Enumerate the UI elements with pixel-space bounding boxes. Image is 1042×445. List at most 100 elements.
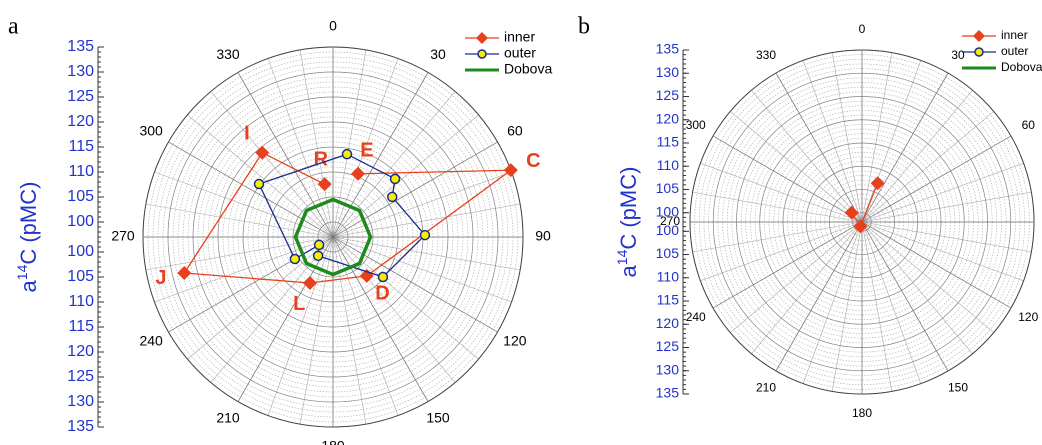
angle-grid-line [168,141,334,238]
angle-grid-line [775,72,863,223]
minor-grid-line [210,236,334,383]
point [312,250,324,262]
point [313,239,325,251]
radial-tick-label: 135 [656,41,680,57]
angle-grid-line [332,72,429,238]
minor-grid-line [332,236,399,416]
point-label: J [155,267,166,289]
point [844,205,859,220]
angle-grid-line [332,236,498,333]
minor-grid-line [145,203,334,238]
legend-label: Dobova [504,61,552,77]
radial-tick-label: 120 [656,110,680,126]
radial-tick-label: 125 [67,368,94,385]
radial-tick-label: 100 [67,213,94,230]
angle-tick-label: 180 [321,438,345,445]
angle-tick-label: 270 [660,214,680,228]
angle-tick-label: 0 [859,22,866,36]
minor-grid-line [861,60,922,223]
angle-tick-label: 300 [139,123,163,139]
label-base: a [16,279,41,292]
series-line [293,197,373,277]
angle-tick-label: 60 [1022,118,1036,132]
angle-tick-label: 150 [426,410,450,426]
radial-tick-label: 105 [67,188,94,205]
radial-tick-label: 115 [68,138,94,155]
minor-grid-line [332,236,479,360]
radial-tick-label: 110 [68,163,94,180]
radial-tick-label: 105 [656,180,680,196]
minor-grid-line [692,191,863,223]
angle-grid-line [237,236,334,402]
minor-grid-line [730,111,863,223]
point [419,229,431,241]
angle-tick-label: 120 [503,333,527,349]
angle-grid-line [861,135,1012,223]
point [503,163,518,178]
point [386,191,398,203]
angle-tick-label: 90 [535,228,551,244]
legend-marker [476,32,488,44]
minor-grid-line [751,221,863,354]
legend-label: outer [1001,44,1028,58]
angle-grid-line [712,135,863,223]
minor-grid-line [861,191,1032,223]
legend-label: outer [504,45,536,61]
minor-grid-line [332,236,521,271]
radial-tick-label: 110 [68,293,94,310]
radial-axis-label: a14C (pMC) [14,182,41,293]
radial-tick-label: 125 [656,338,680,354]
minor-grid-line [700,162,863,223]
angle-tick-label: 180 [852,406,872,420]
minor-grid-line [187,236,334,360]
minor-grid-line [332,58,399,238]
minor-grid-line [831,52,863,223]
legend-label: inner [504,29,535,45]
angle-tick-label: 120 [1018,310,1038,324]
panel-label: a [8,14,19,40]
radial-tick-label: 115 [68,318,94,335]
point [289,253,301,265]
minor-grid-line [187,114,334,238]
minor-grid-line [299,236,334,425]
angle-tick-label: 210 [216,410,240,426]
minor-grid-line [861,162,1024,223]
radial-tick-label: 130 [67,393,94,410]
radial-tick-label: 115 [657,134,680,150]
minor-grid-line [154,236,334,303]
minor-grid-line [751,90,863,223]
angle-tick-label: 150 [948,380,968,394]
minor-grid-line [861,221,1032,253]
label-base: a [616,264,641,277]
radial-tick-label: 135 [656,385,680,401]
point-label: E [360,140,373,162]
point-label: I [244,123,250,145]
minor-grid-line [700,221,863,282]
label-sup: 14 [14,264,30,280]
legend-marker [974,47,984,57]
angle-tick-label: 30 [430,46,446,62]
angle-tick-label: 30 [951,48,965,62]
point-label: C [526,150,540,172]
point [853,219,868,234]
minor-grid-line [861,221,922,384]
point [377,271,389,283]
radial-axis-label: a14C (pMC) [614,167,641,278]
minor-grid-line [154,171,334,238]
angle-tick-label: 240 [139,333,163,349]
minor-grid-line [861,90,973,223]
radial-tick-label: 125 [67,88,94,105]
angle-grid-line [237,72,334,238]
angle-grid-line [332,141,498,238]
point [177,265,192,280]
radial-tick-label: 120 [656,315,680,331]
minor-grid-line [332,114,479,238]
angle-grid-line [775,221,863,372]
minor-grid-line [861,52,893,223]
angle-tick-label: 0 [329,18,337,34]
minor-grid-line [332,236,512,303]
point-label: L [293,293,305,315]
radial-tick-label: 120 [67,343,94,360]
minor-grid-line [210,91,334,238]
